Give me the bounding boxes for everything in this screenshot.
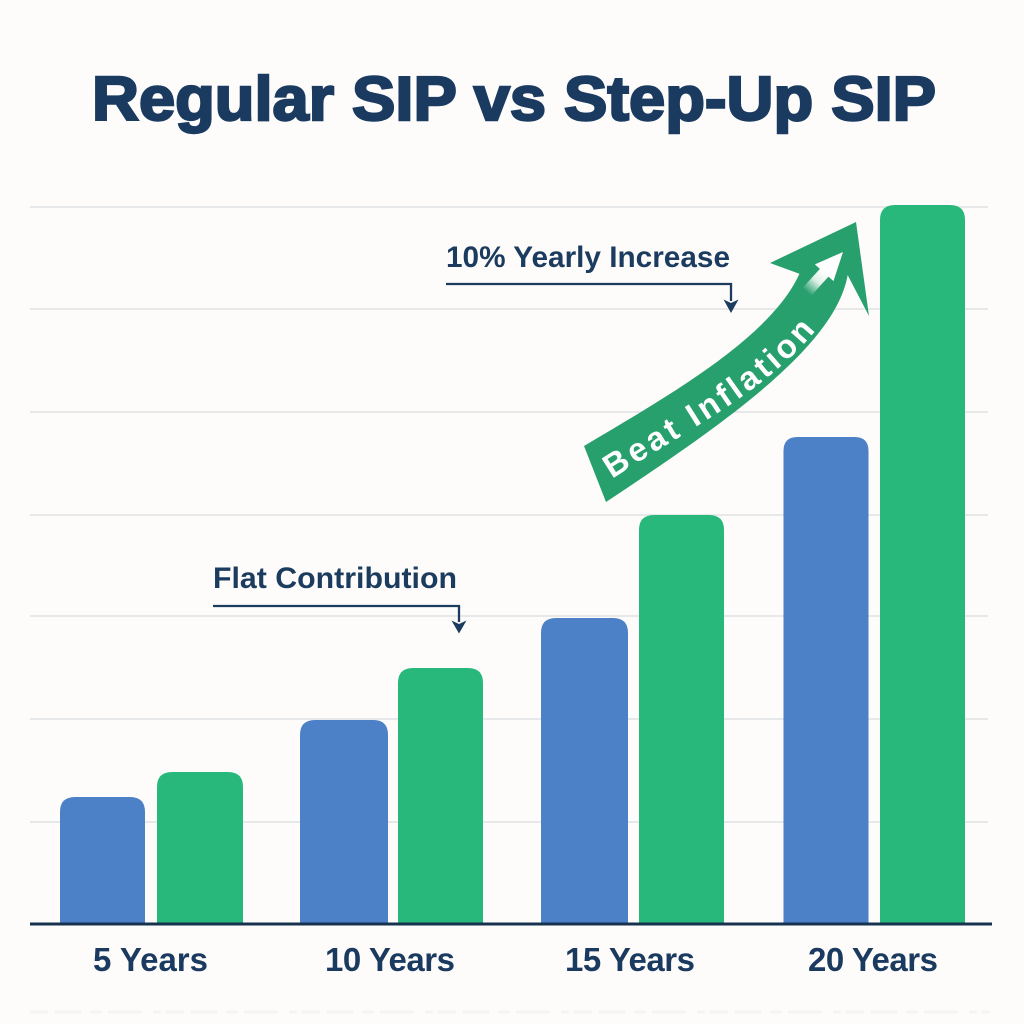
svg-text:15 Years: 15 Years [565, 941, 695, 978]
svg-text:20 Years: 20 Years [808, 941, 938, 978]
svg-text:Regular SIP vs Step-Up SIP: Regular SIP vs Step-Up SIP [92, 65, 936, 134]
svg-text:10 Years: 10 Years [325, 941, 455, 978]
svg-text:5 Years: 5 Years [93, 941, 208, 978]
svg-text:10% Yearly Increase: 10% Yearly Increase [446, 241, 730, 274]
svg-text:Flat Contribution: Flat Contribution [213, 562, 457, 595]
